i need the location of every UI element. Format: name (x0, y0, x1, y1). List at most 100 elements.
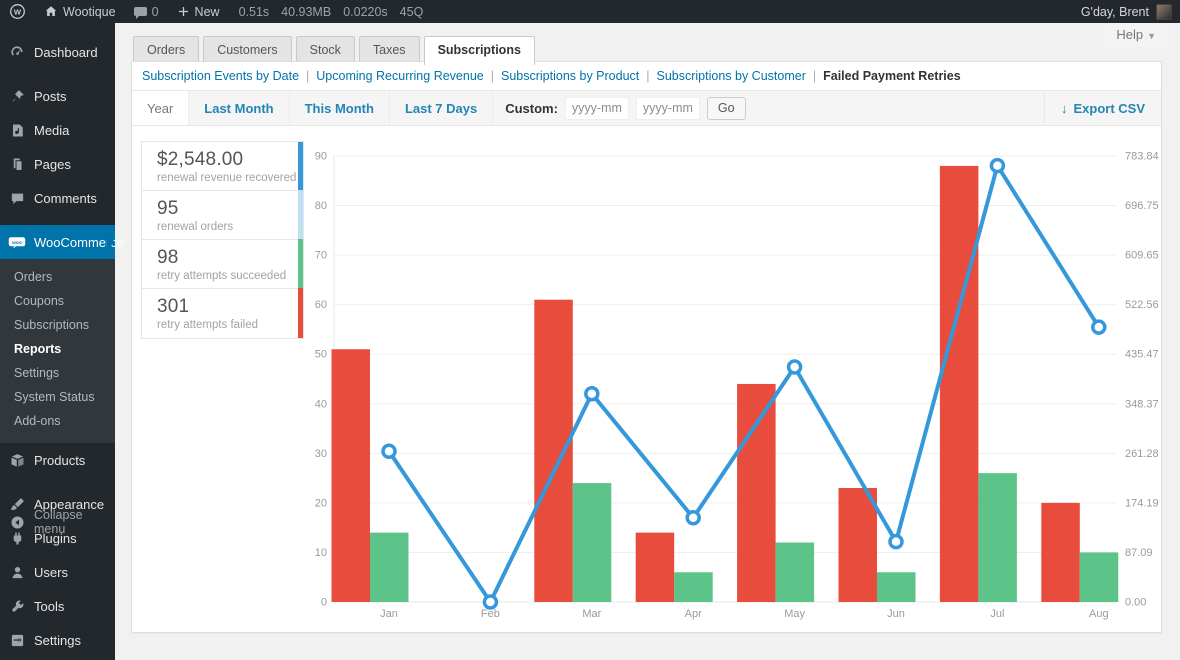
stat-load-time: 0.51s (238, 4, 270, 19)
svg-text:Apr: Apr (685, 608, 702, 620)
svg-text:70: 70 (315, 250, 327, 262)
card-label: renewal revenue recovered (157, 172, 297, 184)
new-content-menu[interactable]: New (168, 0, 229, 23)
main-content: Orders Customers Stock Taxes Subscriptio… (115, 23, 1180, 660)
comments-menu[interactable]: 0 (125, 0, 168, 23)
sidebar-item-dashboard[interactable]: Dashboard (0, 35, 115, 69)
svg-text:609.65: 609.65 (1125, 250, 1159, 262)
account-menu[interactable]: G'day, Brent (1080, 3, 1180, 20)
sidebar-item-comments[interactable]: Comments (0, 181, 115, 215)
svg-text:10: 10 (315, 547, 327, 559)
subnav-link-subscription-events-by-date[interactable]: Subscription Events by Date (142, 69, 300, 83)
sidebar-item-label: Settings (34, 632, 81, 648)
export-csv-link[interactable]: ↓ Export CSV (1043, 91, 1161, 125)
svg-text:261.28: 261.28 (1125, 448, 1159, 460)
sidebar-item-products[interactable]: Products (0, 443, 115, 477)
svg-text:Aug: Aug (1089, 608, 1109, 620)
chevron-down-icon: ▼ (1147, 31, 1156, 41)
date-range-toolbar: Year Last Month This Month Last 7 Days C… (132, 91, 1161, 126)
comments-icon (8, 189, 26, 207)
submenu-item-reports[interactable]: Reports (14, 342, 62, 356)
sidebar-item-label: Posts (34, 88, 67, 104)
tab-customers[interactable]: Customers (203, 36, 292, 64)
sidebar-item-label: Comments (34, 190, 97, 206)
help-button[interactable]: Help ▼ (1104, 23, 1168, 47)
svg-text:87.09: 87.09 (1125, 547, 1153, 559)
sidebar-item-users[interactable]: Users (0, 555, 115, 589)
svg-text:174.19: 174.19 (1125, 497, 1159, 509)
svg-text:Jan: Jan (380, 608, 398, 620)
avatar (1156, 3, 1172, 20)
media-icon (8, 121, 26, 139)
svg-text:696.75: 696.75 (1125, 200, 1159, 212)
sidebar-item-label: Pages (34, 156, 71, 172)
range-tab-this-month[interactable]: This Month (290, 91, 390, 125)
tab-orders[interactable]: Orders (133, 36, 200, 64)
card-color-strip (298, 142, 303, 191)
sidebar-item-label: Users (34, 564, 68, 580)
subnav-link-subscriptions-by-customer[interactable]: Subscriptions by Customer (656, 69, 806, 83)
submenu-item-subscriptions[interactable]: Subscriptions (14, 318, 90, 332)
submenu-item-orders[interactable]: Orders (14, 270, 53, 284)
paintbrush-icon (8, 495, 26, 513)
svg-text:W: W (14, 7, 22, 16)
card-label: retry attempts failed (157, 319, 258, 331)
products-icon (8, 451, 26, 469)
sidebar-item-media[interactable]: Media (0, 113, 115, 147)
sidebar-item-label: Dashboard (34, 44, 98, 60)
comment-count: 0 (151, 4, 159, 19)
card-value: 98 (157, 247, 179, 268)
sidebar-item-tools[interactable]: Tools (0, 589, 115, 623)
svg-text:Jul: Jul (990, 608, 1004, 620)
collapse-arrow-icon (8, 513, 26, 531)
summary-cards: $2,548.00 renewal revenue recovered 95 r… (141, 141, 304, 339)
greeting: G'day, Brent (1080, 4, 1149, 19)
range-tab-last-month[interactable]: Last Month (189, 91, 290, 125)
report-subnav: Subscription Events by Date | Upcoming R… (132, 62, 1161, 91)
stat-query-time: 0.0220s (343, 4, 388, 19)
tab-stock[interactable]: Stock (295, 36, 355, 64)
submenu-item-add-ons[interactable]: Add-ons (14, 414, 61, 428)
subnav-link-subscriptions-by-product[interactable]: Subscriptions by Product (500, 69, 640, 83)
sidebar-item-plugins[interactable]: Plugins (0, 521, 115, 555)
card-color-strip (298, 190, 303, 240)
dashboard-icon (8, 43, 26, 61)
sidebar-item-pages[interactable]: Pages (0, 147, 115, 181)
admin-sidebar: Dashboard Posts Media Pages Comments (0, 23, 124, 660)
start-date-input[interactable] (564, 96, 629, 120)
svg-text:30: 30 (315, 448, 327, 460)
svg-text:Feb: Feb (481, 608, 500, 620)
tab-subscriptions[interactable]: Subscriptions (423, 36, 535, 65)
card-value: 301 (157, 296, 190, 317)
report-body: $2,548.00 renewal revenue recovered 95 r… (132, 126, 1161, 632)
range-tab-last-7-days[interactable]: Last 7 Days (390, 91, 494, 125)
subnav-link-upcoming-recurring-revenue[interactable]: Upcoming Recurring Revenue (316, 69, 484, 83)
range-tab-year[interactable]: Year (132, 91, 190, 125)
card-color-strip (298, 288, 303, 338)
sidebar-item-label: Media (34, 122, 70, 138)
site-name-menu[interactable]: Wootique (35, 0, 125, 23)
svg-text:50: 50 (315, 349, 327, 361)
submenu-item-settings[interactable]: Settings (14, 366, 60, 380)
custom-range-group: Custom: Go (493, 91, 757, 125)
tab-taxes[interactable]: Taxes (358, 36, 420, 64)
sidebar-item-woocommerce[interactable]: woo WooCommerce (0, 225, 124, 259)
end-date-input[interactable] (635, 96, 700, 120)
wordpress-logo-menu[interactable]: W (0, 0, 35, 23)
card-renewal-revenue-recovered: $2,548.00 renewal revenue recovered (142, 142, 303, 191)
collapse-menu-button[interactable]: Collapse menu (0, 500, 115, 544)
download-arrow-icon: ↓ (1060, 100, 1068, 116)
card-renewal-orders: 95 renewal orders (142, 190, 303, 240)
submenu-item-system-status[interactable]: System Status (14, 390, 95, 404)
svg-text:522.56: 522.56 (1125, 299, 1159, 311)
sidebar-item-appearance[interactable]: Appearance (0, 487, 115, 521)
user-icon (8, 563, 26, 581)
sidebar-item-label: Appearance (34, 496, 105, 512)
woocommerce-submenu: Orders Coupons Subscriptions Reports Set… (0, 259, 115, 443)
svg-text:40: 40 (315, 398, 327, 410)
sidebar-item-settings[interactable]: Settings (0, 623, 115, 657)
submenu-item-coupons[interactable]: Coupons (14, 294, 65, 308)
go-button[interactable]: Go (706, 96, 746, 120)
sidebar-item-posts[interactable]: Posts (0, 79, 115, 113)
